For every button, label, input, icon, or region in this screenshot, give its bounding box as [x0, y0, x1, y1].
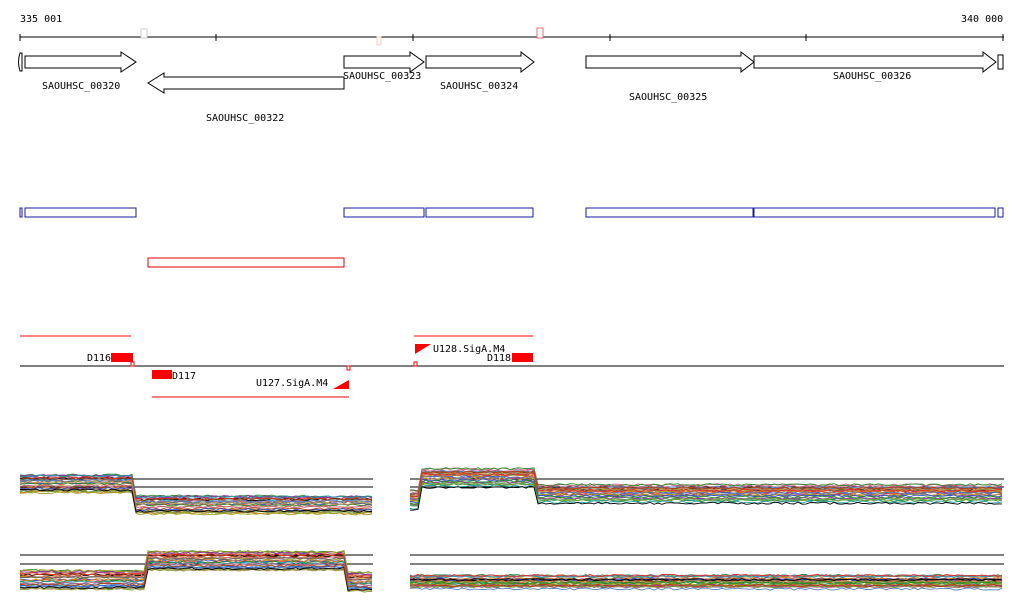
feature-box[interactable] [585, 207, 754, 218]
expression-panel-bottom-left [19, 549, 373, 593]
expression-curve [409, 467, 1003, 493]
expression-curve [409, 578, 1003, 582]
expression-curve [409, 477, 1003, 501]
gene-arrow-right-edge[interactable] [997, 54, 1004, 70]
gene-label: SAOUHSC_00326 [833, 71, 911, 82]
transcript-label: D117 [172, 371, 196, 382]
expression-curve [409, 470, 1002, 496]
expression-curve [409, 482, 1003, 507]
feature-box[interactable] [425, 207, 534, 218]
expression-curve [19, 553, 373, 577]
transcript-label: U128.SigA.M4 [433, 344, 505, 355]
promoter-flag-U128[interactable] [415, 344, 431, 354]
transcript-tick [413, 361, 418, 367]
promoter-flag-U127[interactable] [333, 380, 349, 389]
expression-curve [409, 471, 1003, 497]
expression-curve [19, 567, 373, 592]
expression-curve [19, 476, 373, 501]
expression-curve [19, 562, 373, 587]
expression-panel-top-left [19, 473, 373, 516]
coordinate-ruler: 335 001 340 000 [19, 14, 1004, 46]
expression-curve [19, 490, 373, 515]
gene-track [18, 50, 1004, 94]
feature-box[interactable] [19, 207, 23, 218]
gene-arrow-g325[interactable] [585, 50, 755, 74]
transcript-end-D117[interactable] [152, 370, 172, 379]
expression-curve [19, 552, 373, 576]
expression-panel-bottom-right [409, 554, 1004, 591]
expression-curve [409, 475, 1003, 500]
transcript-label: U127.SigA.M4 [256, 378, 328, 389]
expression-curves [409, 573, 1003, 591]
expression-curve [409, 580, 1003, 585]
transcript-tick [346, 365, 351, 371]
expression-curve [20, 478, 373, 503]
gene-label: SAOUHSC_00322 [206, 113, 284, 124]
gene-label: SAOUHSC_00323 [343, 71, 421, 82]
expression-curve [19, 484, 373, 509]
forward-strand-features [19, 207, 1004, 218]
expression-curve [19, 487, 373, 512]
feature-box[interactable] [753, 207, 996, 218]
expression-curves [409, 467, 1003, 511]
expression-curve [19, 474, 373, 499]
gene-label: SAOUHSC_00324 [440, 81, 518, 92]
expression-curve [409, 485, 1002, 511]
feature-box[interactable] [997, 207, 1004, 218]
transcript-track: D116 D117 U127.SigA.M4 U128.SigA.M4 D118 [20, 335, 1004, 398]
transcript-label: D118 [487, 353, 511, 364]
expression-curve [409, 477, 1003, 503]
gene-label: SAOUHSC_00320 [42, 81, 120, 92]
expression-curve [19, 564, 373, 589]
expression-curves [19, 473, 373, 516]
expression-curve [20, 557, 373, 581]
ruler-marker [140, 28, 148, 39]
expression-curve [409, 469, 1003, 494]
expression-curve [19, 486, 373, 511]
expression-curve [19, 559, 373, 583]
gene-arrow-left-edge[interactable] [18, 52, 23, 72]
expression-curve [409, 573, 1003, 577]
transcript-label: D116 [87, 353, 111, 364]
gene-arrow-g320[interactable] [24, 51, 137, 73]
expression-curve [19, 561, 373, 586]
expression-curve [409, 479, 1003, 505]
expression-curve [19, 488, 373, 513]
expression-curve [19, 566, 373, 590]
gene-label: SAOUHSC_00325 [629, 92, 707, 103]
reverse-strand-features [147, 257, 345, 268]
gene-arrow-g326[interactable] [753, 50, 997, 74]
expression-curve [19, 480, 373, 505]
expression-curve [19, 549, 373, 575]
expression-curve [19, 550, 373, 574]
ruler-start-label: 335 001 [20, 14, 62, 25]
feature-box[interactable] [24, 207, 137, 218]
ruler-marker [376, 36, 382, 46]
transcript-end-D118[interactable] [512, 353, 533, 362]
expression-curve [409, 583, 1003, 587]
transcript-tick [130, 361, 135, 367]
expression-curve [19, 488, 373, 513]
ruler-marker [536, 27, 544, 39]
ruler-ticks [19, 34, 1004, 41]
feature-box[interactable] [147, 257, 345, 268]
transcript-end-D116[interactable] [111, 353, 133, 362]
expression-curve [19, 491, 373, 516]
gene-labels: SAOUHSC_00320 SAOUHSC_00322 SAOUHSC_0032… [42, 71, 911, 124]
ruler-end-label: 340 000 [961, 14, 1003, 25]
gene-arrow-g324[interactable] [425, 50, 535, 74]
expression-curve [409, 473, 1003, 498]
expression-panel-top-right [409, 467, 1004, 511]
gene-arrow-g323[interactable] [343, 51, 425, 73]
expression-curve [409, 585, 1003, 589]
gene-arrow-g322[interactable] [147, 72, 345, 94]
expression-curves [19, 549, 373, 593]
feature-box[interactable] [343, 207, 425, 218]
